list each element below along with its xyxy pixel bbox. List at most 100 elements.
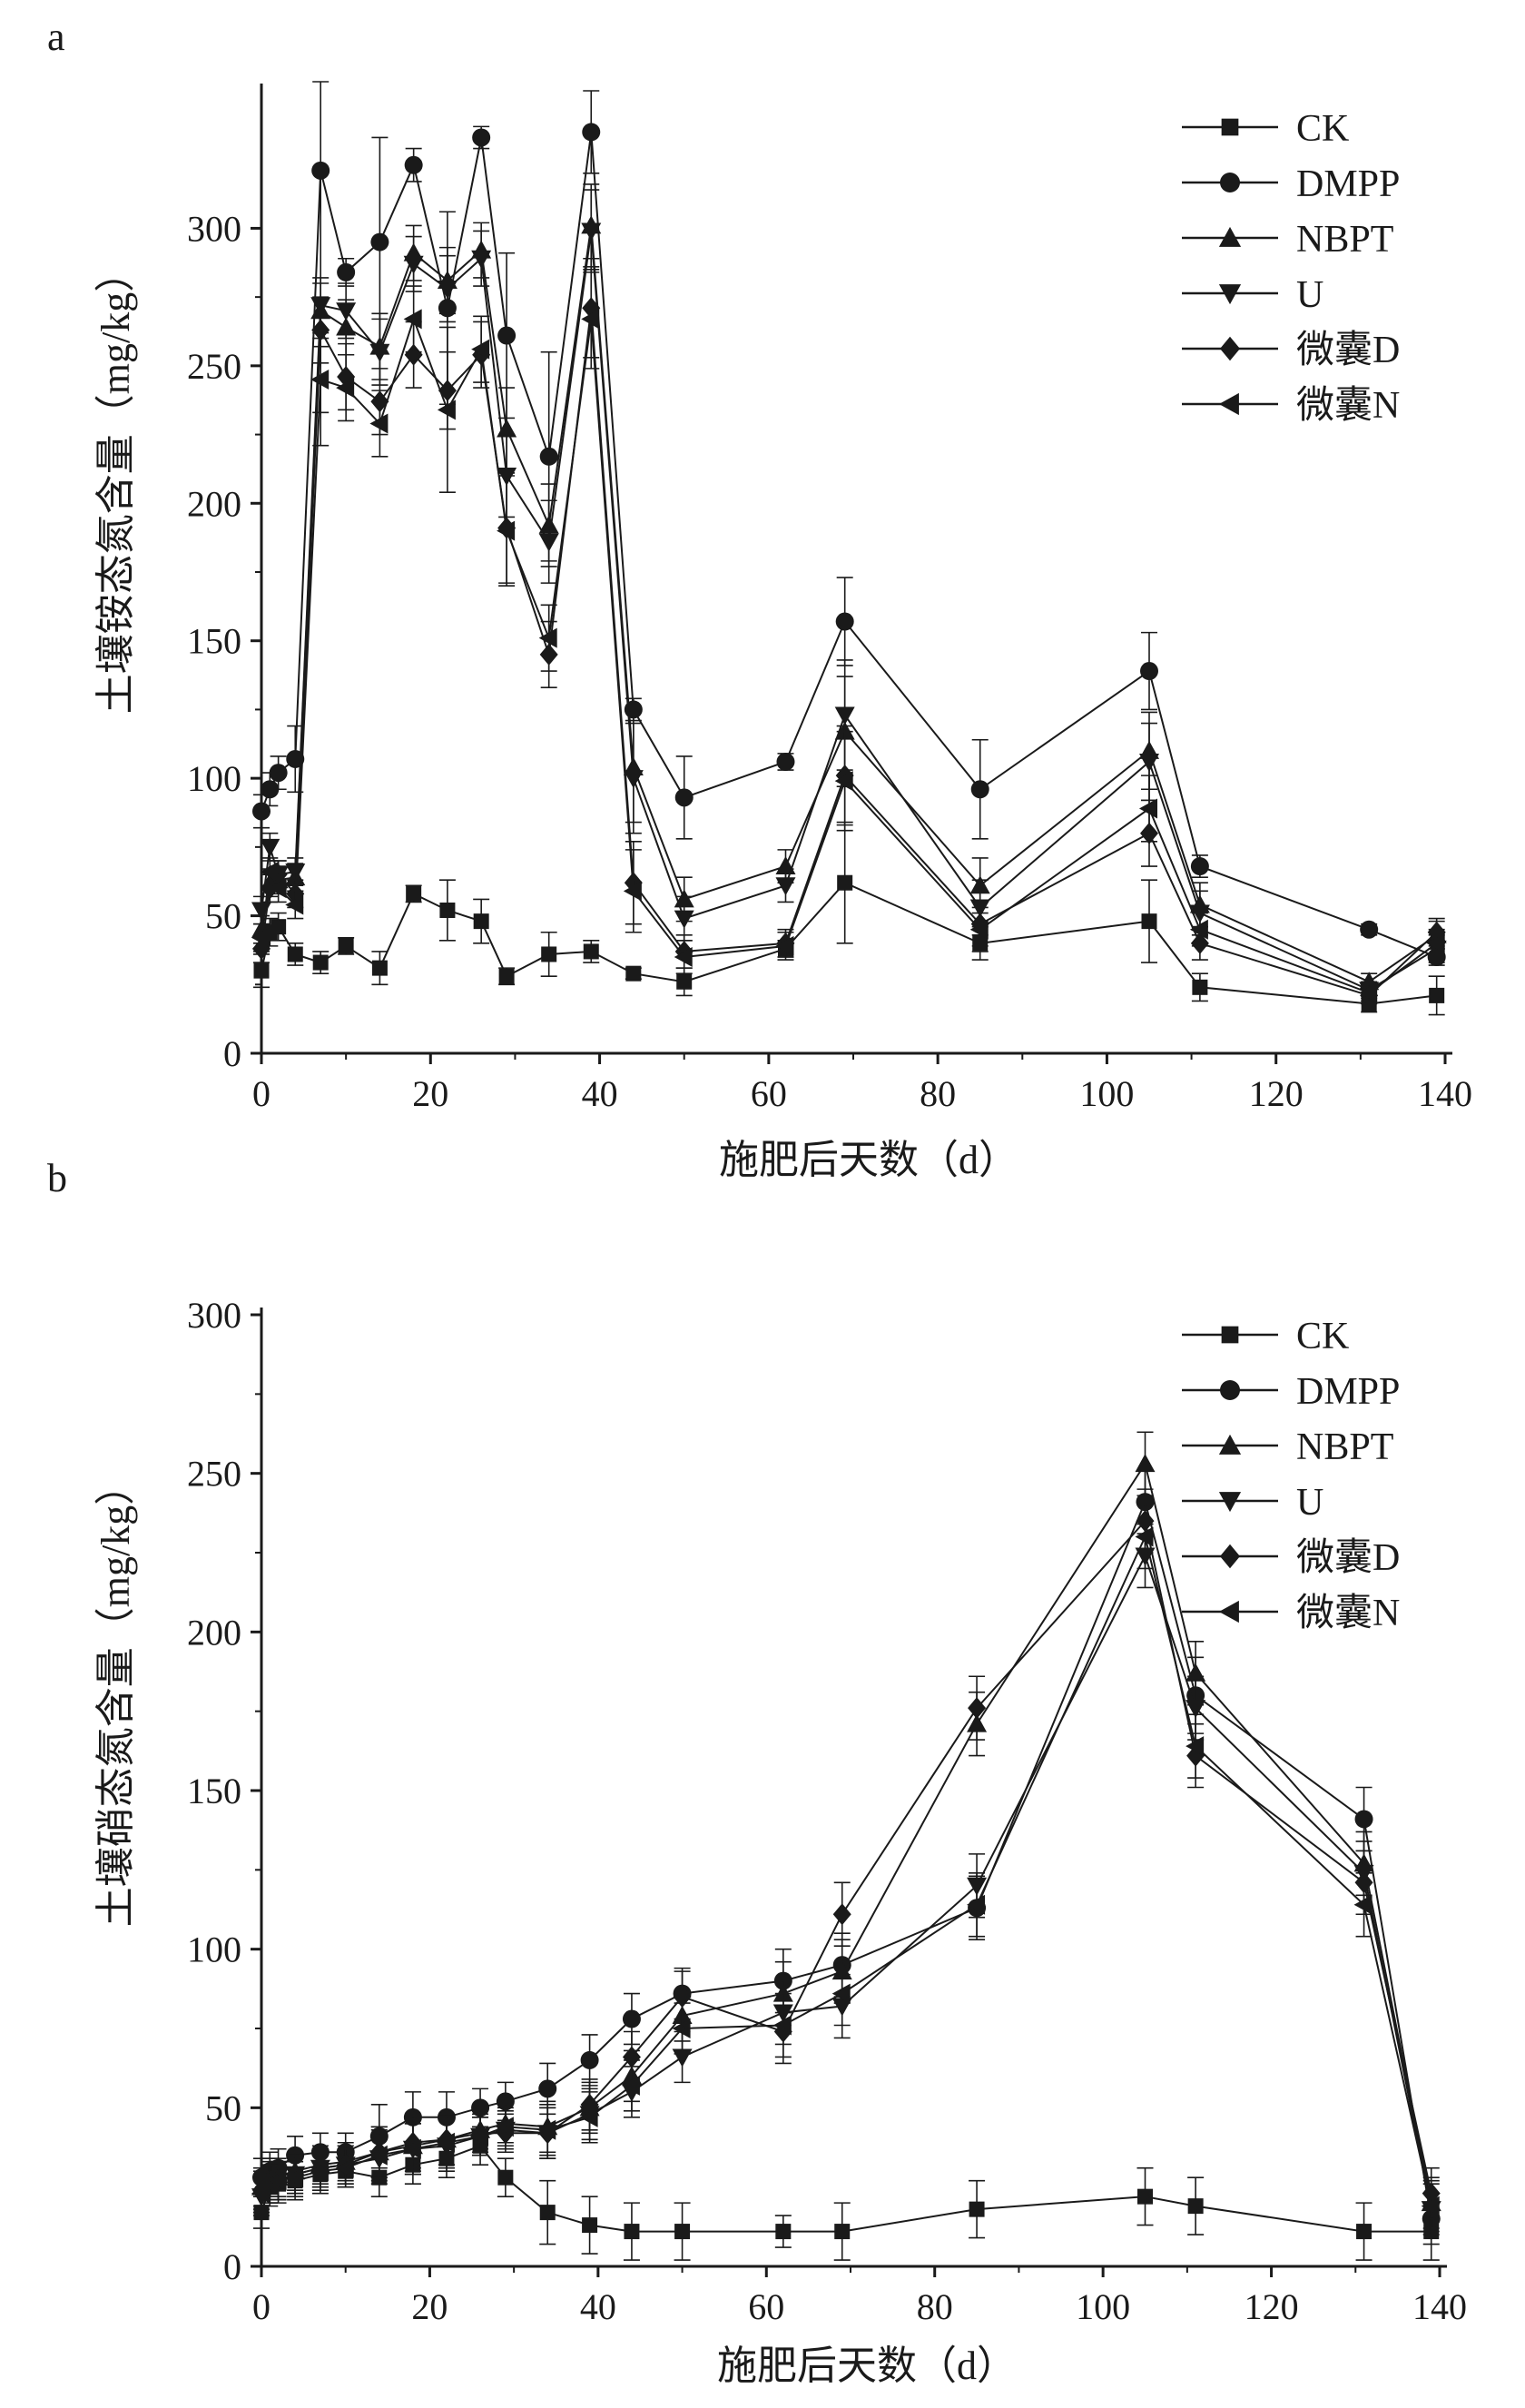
data-point [403, 309, 422, 330]
y-tick-label: 200 [187, 483, 241, 524]
data-point [470, 2126, 489, 2146]
data-point [404, 343, 423, 366]
data-point [538, 627, 557, 648]
data-point [1426, 933, 1445, 953]
y-tick-label: 300 [187, 208, 241, 249]
data-point [497, 326, 517, 345]
data-point [538, 2079, 557, 2098]
x-tick-label: 20 [411, 2286, 448, 2327]
data-point [369, 2145, 388, 2166]
legend-label: 微囊N [1296, 385, 1400, 427]
data-point [369, 343, 390, 362]
x-tick-label: 100 [1079, 1073, 1134, 1114]
series-1 [252, 81, 1446, 966]
data-point [969, 2201, 985, 2217]
data-point [622, 2046, 641, 2068]
panel-b-x-axis-title: 施肥后天数（d） [717, 2344, 1017, 2388]
legend-label: CK [1296, 1316, 1349, 1357]
legend-entry: U [1182, 1482, 1323, 1524]
data-point [312, 954, 329, 971]
legend-entry: 微囊D [1182, 1537, 1400, 1579]
legend-entry: DMPP [1182, 1371, 1400, 1413]
data-point [261, 780, 280, 799]
legend-label: DMPP [1296, 1371, 1400, 1413]
data-point [1356, 2224, 1372, 2240]
legend-marker [1218, 1600, 1239, 1623]
data-point [495, 2117, 514, 2137]
data-point [436, 2132, 455, 2153]
legend-label: 微囊D [1296, 330, 1400, 371]
series-0 [253, 821, 1445, 1016]
data-point [336, 302, 357, 321]
data-point [625, 965, 642, 982]
panel-a-legend: CK DMPP NBPT U 微囊D 微囊N [1182, 108, 1400, 427]
x-tick-label: 60 [751, 1073, 787, 1114]
series-2 [251, 183, 1447, 992]
data-point [539, 447, 558, 466]
data-point [496, 2092, 515, 2111]
data-point [337, 262, 356, 281]
x-tick-label: 60 [748, 2286, 784, 2327]
series-line [261, 231, 1438, 992]
y-tick-label: 250 [187, 1454, 241, 1495]
series-line [261, 1498, 1432, 2219]
legend-marker [1220, 173, 1240, 192]
data-point [623, 881, 642, 902]
data-point [622, 2009, 641, 2028]
data-point [674, 2224, 691, 2240]
data-point [579, 2107, 598, 2127]
data-point [1186, 1700, 1206, 1719]
data-point [269, 764, 288, 783]
data-point [1135, 1454, 1156, 1473]
data-point [437, 281, 458, 300]
series-line [261, 2145, 1432, 2233]
data-point [776, 752, 795, 771]
data-point [268, 2170, 287, 2191]
data-point [404, 155, 423, 174]
series-line [261, 308, 1438, 997]
legend-entry: 微囊D [1182, 330, 1400, 371]
legend-label: 微囊D [1296, 1537, 1400, 1579]
data-point [1360, 920, 1379, 939]
x-tick-label: 100 [1076, 2286, 1130, 2327]
data-point [310, 2161, 329, 2182]
x-tick-label: 120 [1249, 1073, 1304, 1114]
data-point [260, 862, 279, 883]
panel-b-legend: CK DMPP NBPT U 微囊D 微囊N [1182, 1316, 1400, 1634]
data-point [775, 935, 794, 956]
data-point [775, 877, 796, 896]
data-point [967, 1894, 986, 1915]
x-tick-label: 140 [1412, 2286, 1467, 2327]
data-point [497, 520, 516, 541]
data-point [674, 910, 694, 929]
data-point [310, 370, 330, 390]
data-point [583, 943, 599, 960]
y-tick-label: 100 [187, 1929, 241, 1970]
data-point [311, 319, 330, 341]
series-4 [252, 257, 1446, 1007]
panel-a-series [251, 81, 1447, 1016]
data-point [673, 1986, 692, 2008]
data-point [1353, 1894, 1372, 1915]
y-tick-label: 150 [187, 1771, 241, 1811]
data-point [287, 946, 303, 962]
data-point [1190, 857, 1209, 876]
data-point [285, 864, 306, 883]
data-point [471, 2098, 490, 2117]
data-point [970, 780, 989, 799]
data-point [969, 919, 989, 940]
series-5 [251, 269, 1445, 1003]
series-2 [251, 1431, 1441, 2229]
legend-entry: CK [1182, 108, 1349, 150]
legend-label: U [1296, 274, 1323, 316]
data-point [1187, 2198, 1204, 2215]
legend-marker [1218, 284, 1242, 305]
x-tick-label: 0 [252, 2286, 271, 2327]
panel-b: b 0 50 100 150 200 250 300 0 20 40 60 80 100 120 140 C… [47, 1156, 1467, 2388]
legend-marker [1220, 336, 1240, 361]
data-point [1421, 2196, 1440, 2216]
y-tick-label: 300 [187, 1295, 241, 1336]
series-5 [251, 1504, 1440, 2233]
y-tick-label: 100 [187, 758, 241, 799]
